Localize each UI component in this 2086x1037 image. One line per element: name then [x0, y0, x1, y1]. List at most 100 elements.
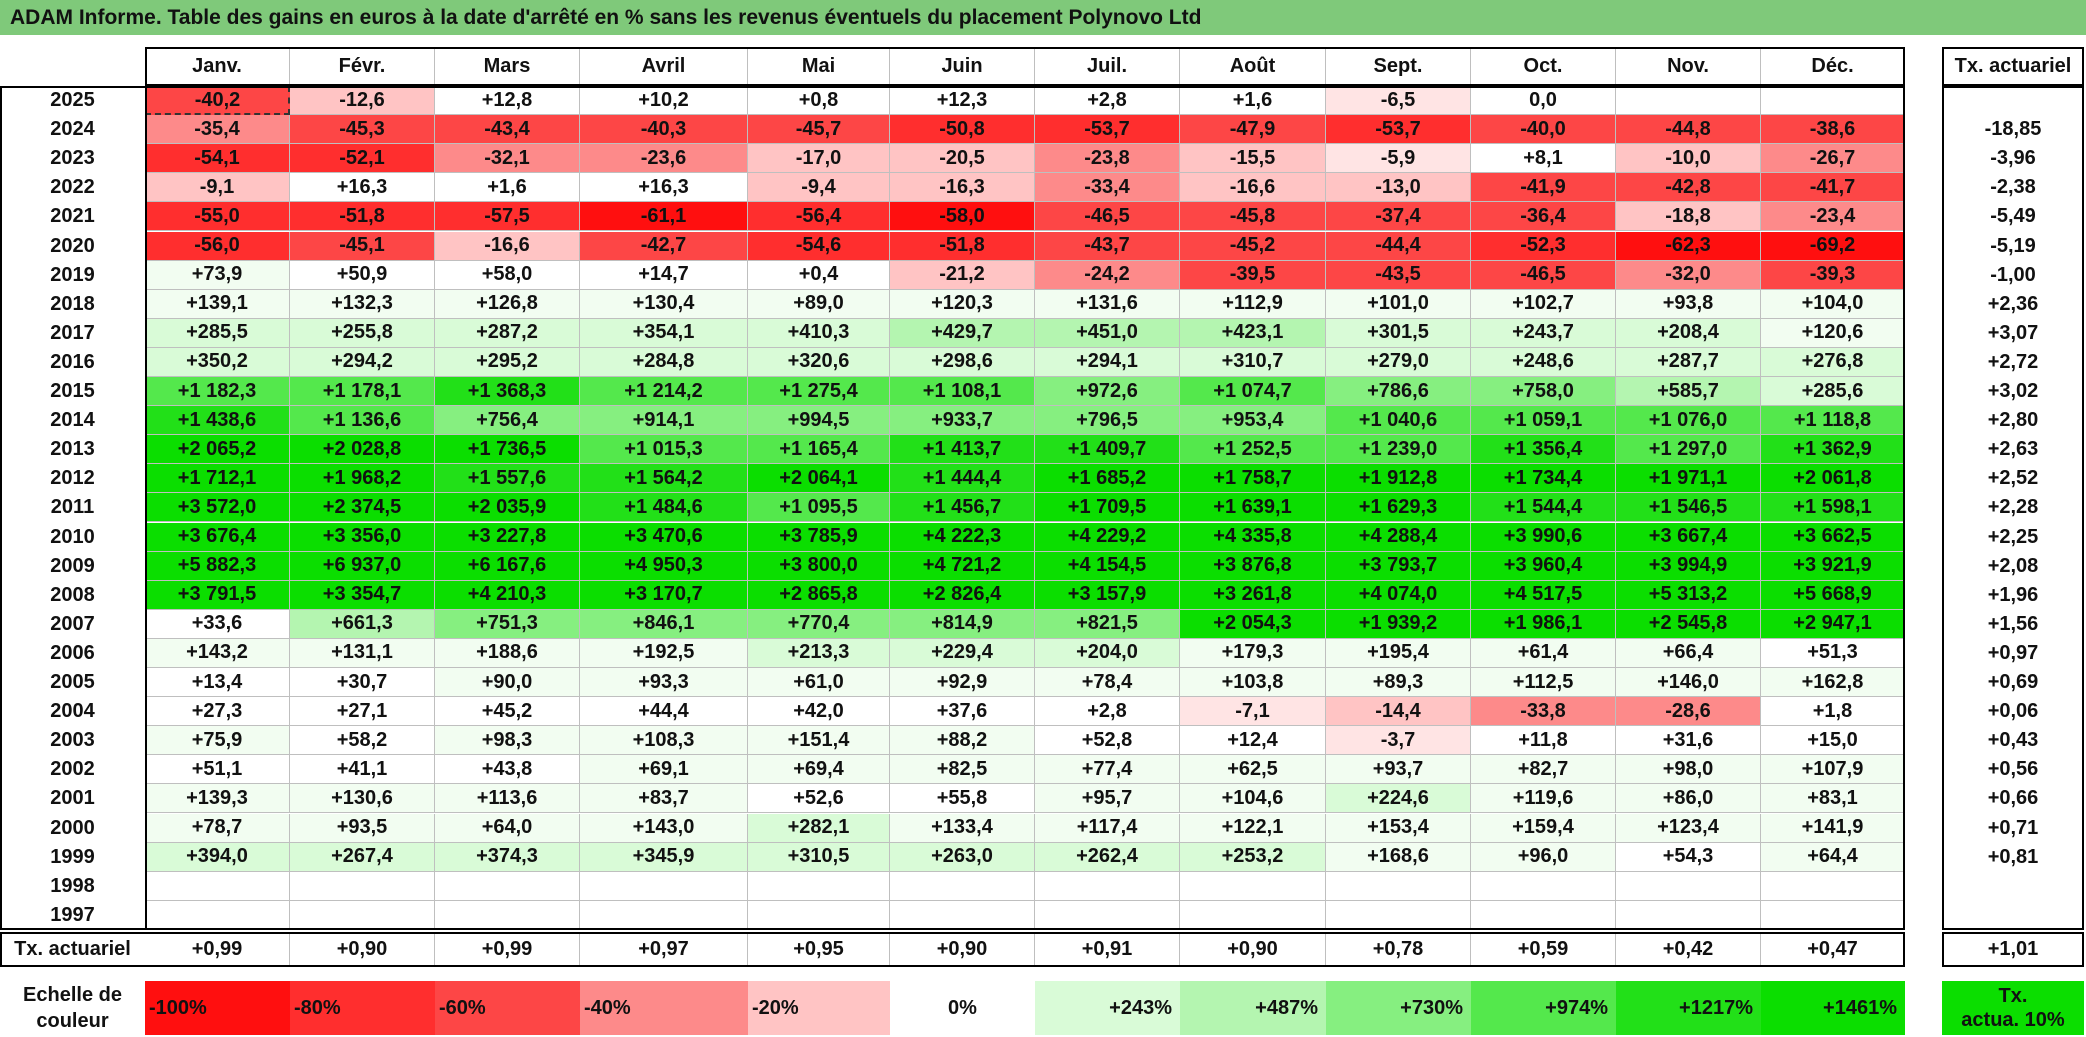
table-cell: +1 598,1 [1761, 493, 1905, 523]
table-cell: +1 971,1 [1616, 464, 1761, 494]
rate-cell: +2,28 [1987, 496, 2039, 519]
table-cell: +350,2 [145, 347, 290, 377]
table-cell: +93,5 [290, 813, 435, 843]
table-cell: -16,3 [890, 173, 1035, 203]
table-cell: +42,0 [748, 697, 890, 727]
rate-cell: +3,07 [1987, 321, 2039, 344]
year-label: 2004 [50, 700, 95, 723]
table-cell: +3 354,7 [290, 580, 435, 610]
table-cell: +2 065,2 [145, 435, 290, 465]
table-cell: +3 170,7 [580, 580, 748, 610]
table-cell: -7,1 [1180, 697, 1326, 727]
table-cell: -16,6 [435, 231, 580, 261]
footer-cell: +0,95 [748, 932, 890, 967]
footer-cell: +0,90 [1180, 932, 1326, 967]
table-cell: +4 074,0 [1326, 580, 1471, 610]
table-cell: -14,4 [1326, 697, 1471, 727]
table-cell: +3 227,8 [435, 522, 580, 552]
table-cell: +285,5 [145, 318, 290, 348]
table-cell: +4 210,3 [435, 580, 580, 610]
table-cell: -9,1 [145, 173, 290, 203]
year-label: 2001 [50, 787, 95, 810]
table-cell: +1,6 [435, 173, 580, 203]
table-cell: +1 074,7 [1180, 377, 1326, 407]
rate-cell: +1,96 [1987, 583, 2039, 606]
table-cell: -58,0 [890, 202, 1035, 232]
rate-cell [1942, 872, 2084, 901]
table-cell: +282,1 [748, 813, 890, 843]
table-cell: +294,1 [1035, 347, 1180, 377]
table-cell: +1 709,5 [1035, 493, 1180, 523]
scale-label-line: Echelle de [23, 984, 122, 1006]
table-cell [580, 900, 748, 930]
table-cell: +119,6 [1471, 784, 1616, 814]
year-label: 2016 [50, 350, 95, 373]
table-cell: +2 865,8 [748, 580, 890, 610]
rate-cell: +2,36 [1987, 292, 2039, 315]
rate-cell: +2,25 [1987, 525, 2039, 548]
table-cell [435, 871, 580, 901]
table-cell: +86,0 [1616, 784, 1761, 814]
table-cell: +3 921,9 [1761, 551, 1905, 581]
table-cell: +1 456,7 [890, 493, 1035, 523]
footer-cell: +0,90 [290, 932, 435, 967]
table-cell: -45,2 [1180, 231, 1326, 261]
month-header: Mars [435, 47, 580, 86]
table-cell: +1 413,7 [890, 435, 1035, 465]
table-cell: -37,4 [1326, 202, 1471, 232]
rate-cell: +0,56 [1987, 758, 2039, 781]
table-cell: +1 108,1 [890, 377, 1035, 407]
table-cell: -44,4 [1326, 231, 1471, 261]
footer-cell: +0,47 [1761, 932, 1905, 967]
year-label: 2015 [50, 380, 95, 403]
table-cell: +1,6 [1180, 86, 1326, 116]
table-cell: -16,6 [1180, 173, 1326, 203]
table-cell: +89,0 [748, 289, 890, 319]
scale-step: +1461% [1761, 981, 1905, 1035]
table-cell: +62,5 [1180, 755, 1326, 785]
table-cell: +27,3 [145, 697, 290, 727]
table-cell: +103,8 [1180, 668, 1326, 698]
table-cell: -45,1 [290, 231, 435, 261]
footer-rate: +1,01 [1987, 938, 2039, 960]
table-cell: +1 564,2 [580, 464, 748, 494]
table-cell: -54,6 [748, 231, 890, 261]
table-cell: +151,4 [748, 726, 890, 756]
table-cell: +1 986,1 [1471, 609, 1616, 639]
table-cell: +92,9 [890, 668, 1035, 698]
table-cell: +37,6 [890, 697, 1035, 727]
scale-label: Echelle de couleur [0, 981, 145, 1035]
table-cell: -46,5 [1471, 260, 1616, 290]
table-cell: +1 118,8 [1761, 406, 1905, 436]
table-cell: -52,3 [1471, 231, 1616, 261]
table-cell [890, 871, 1035, 901]
table-cell: +3 157,9 [1035, 580, 1180, 610]
table-cell: -51,8 [890, 231, 1035, 261]
table-cell: +204,0 [1035, 638, 1180, 668]
table-cell: +89,3 [1326, 668, 1471, 698]
table-cell: +255,8 [290, 318, 435, 348]
table-cell: +3 676,4 [145, 522, 290, 552]
table-cell: +276,8 [1761, 347, 1905, 377]
table-cell: +4 229,2 [1035, 522, 1180, 552]
table-cell: -50,8 [890, 115, 1035, 145]
table-cell: -44,8 [1616, 115, 1761, 145]
table-cell: +146,0 [1616, 668, 1761, 698]
table-cell: +2 064,1 [748, 464, 890, 494]
table-cell: +4 721,2 [890, 551, 1035, 581]
year-label: 2005 [50, 671, 95, 694]
scale-legend: Tx. actua. 10% [1942, 981, 2084, 1035]
table-cell [1035, 871, 1180, 901]
table-cell: +13,4 [145, 668, 290, 698]
table-cell: +1 015,3 [580, 435, 748, 465]
table-cell: +4 288,4 [1326, 522, 1471, 552]
table-cell: +1 059,1 [1471, 406, 1616, 436]
table-cell: +132,3 [290, 289, 435, 319]
table-cell: +52,6 [748, 784, 890, 814]
table-cell: -42,8 [1616, 173, 1761, 203]
month-header: Nov. [1616, 47, 1761, 86]
table-cell: +374,3 [435, 842, 580, 872]
table-cell: +61,0 [748, 668, 890, 698]
table-cell: +1 214,2 [580, 377, 748, 407]
table-cell: +98,3 [435, 726, 580, 756]
